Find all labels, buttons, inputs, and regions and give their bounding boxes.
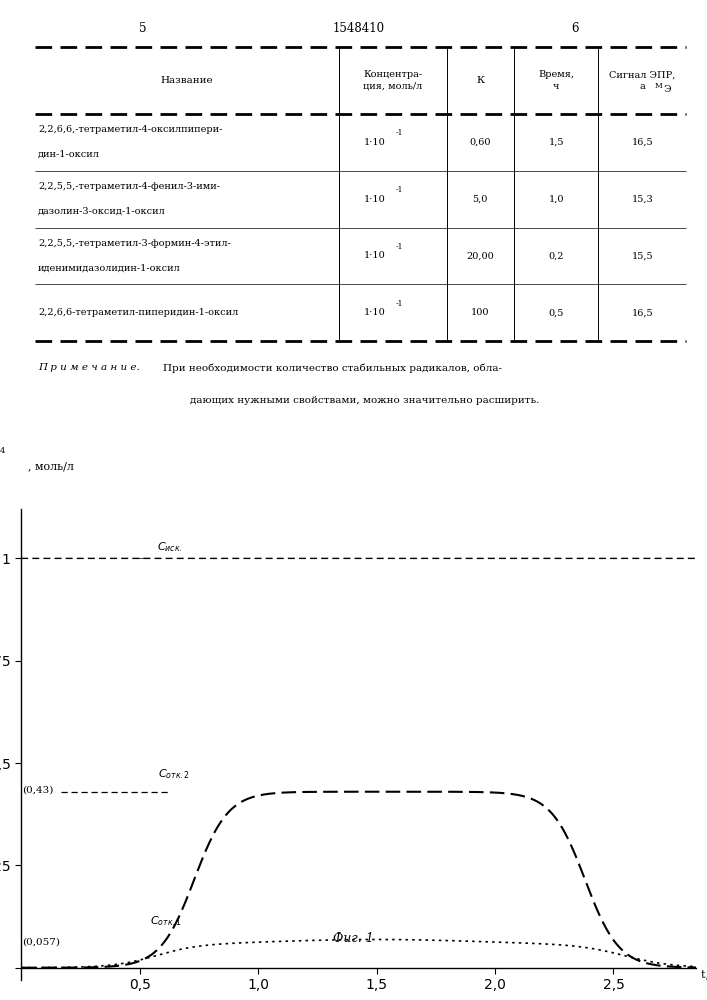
Text: $C_{отк.1}$: $C_{отк.1}$	[151, 914, 182, 928]
Text: 1·10: 1·10	[364, 251, 386, 260]
Text: 0,5: 0,5	[549, 308, 564, 317]
Text: 2,2,5,5,-тетраметил-4-фенил-3-ими-: 2,2,5,5,-тетраметил-4-фенил-3-ими-	[38, 182, 220, 191]
Text: Э: Э	[661, 85, 672, 94]
Text: 1·10: 1·10	[364, 195, 386, 204]
Text: -1: -1	[395, 186, 403, 194]
Text: 1,0: 1,0	[549, 195, 564, 204]
Text: К: К	[477, 76, 484, 85]
Text: -1: -1	[395, 300, 403, 308]
Text: Сигнал ЭПР,
а: Сигнал ЭПР, а	[609, 70, 676, 91]
Text: 16,5: 16,5	[631, 138, 653, 147]
Text: $C_{иск.}$: $C_{иск.}$	[158, 540, 183, 554]
Text: иденимидазолидин-1-оксил: иденимидазолидин-1-оксил	[38, 264, 181, 273]
Text: t, час: t, час	[701, 969, 707, 979]
Text: 2,2,5,5,-тетраметил-3-формин-4-этил-: 2,2,5,5,-тетраметил-3-формин-4-этил-	[38, 239, 231, 248]
Text: -1: -1	[395, 243, 403, 251]
Text: 5,0: 5,0	[473, 195, 488, 204]
Text: 6: 6	[571, 22, 578, 35]
Text: 1·10: 1·10	[364, 308, 386, 317]
Text: дин-1-оксил: дин-1-оксил	[38, 150, 100, 159]
Text: 0,2: 0,2	[549, 251, 564, 260]
Text: Концентра-
ция, моль/л: Концентра- ция, моль/л	[363, 70, 422, 91]
Text: Название: Название	[160, 76, 213, 85]
Text: (0,43): (0,43)	[23, 785, 54, 794]
Text: 15,3: 15,3	[631, 195, 653, 204]
Text: 15,5: 15,5	[631, 251, 653, 260]
Text: 0,60: 0,60	[469, 138, 491, 147]
Text: $C_{отк.2}$: $C_{отк.2}$	[158, 768, 190, 781]
Text: 100: 100	[471, 308, 489, 317]
Text: 1,5: 1,5	[549, 138, 564, 147]
Text: дазолин-3-оксид-1-оксил: дазолин-3-оксид-1-оксил	[38, 207, 166, 216]
Text: При необходимости количество стабильных радикалов, обла-: При необходимости количество стабильных …	[163, 363, 502, 373]
Text: Время,
ч: Время, ч	[538, 70, 574, 91]
Text: Фиг. 1: Фиг. 1	[333, 932, 374, 945]
Text: 16,5: 16,5	[631, 308, 653, 317]
Text: 1·10: 1·10	[364, 138, 386, 147]
Text: М: М	[655, 82, 662, 90]
Text: П р и м е ч а н и е.: П р и м е ч а н и е.	[38, 363, 140, 372]
Text: 5: 5	[139, 22, 146, 35]
Text: дающих нужными свойствами, можно значительно расширить.: дающих нужными свойствами, можно значите…	[190, 396, 539, 405]
Text: (0,057): (0,057)	[23, 938, 60, 947]
Text: , моль/л: , моль/л	[28, 462, 74, 472]
Text: -1: -1	[395, 129, 403, 137]
Text: 2,2,6,6,-тетраметил-4-оксилпипери-: 2,2,6,6,-тетраметил-4-оксилпипери-	[38, 125, 223, 134]
Text: 2,2,6,6-тетраметил-пиперидин-1-оксил: 2,2,6,6-тетраметил-пиперидин-1-оксил	[38, 308, 238, 317]
Text: 20,00: 20,00	[467, 251, 494, 260]
Text: -4: -4	[0, 447, 6, 455]
Text: 1548410: 1548410	[333, 22, 385, 35]
